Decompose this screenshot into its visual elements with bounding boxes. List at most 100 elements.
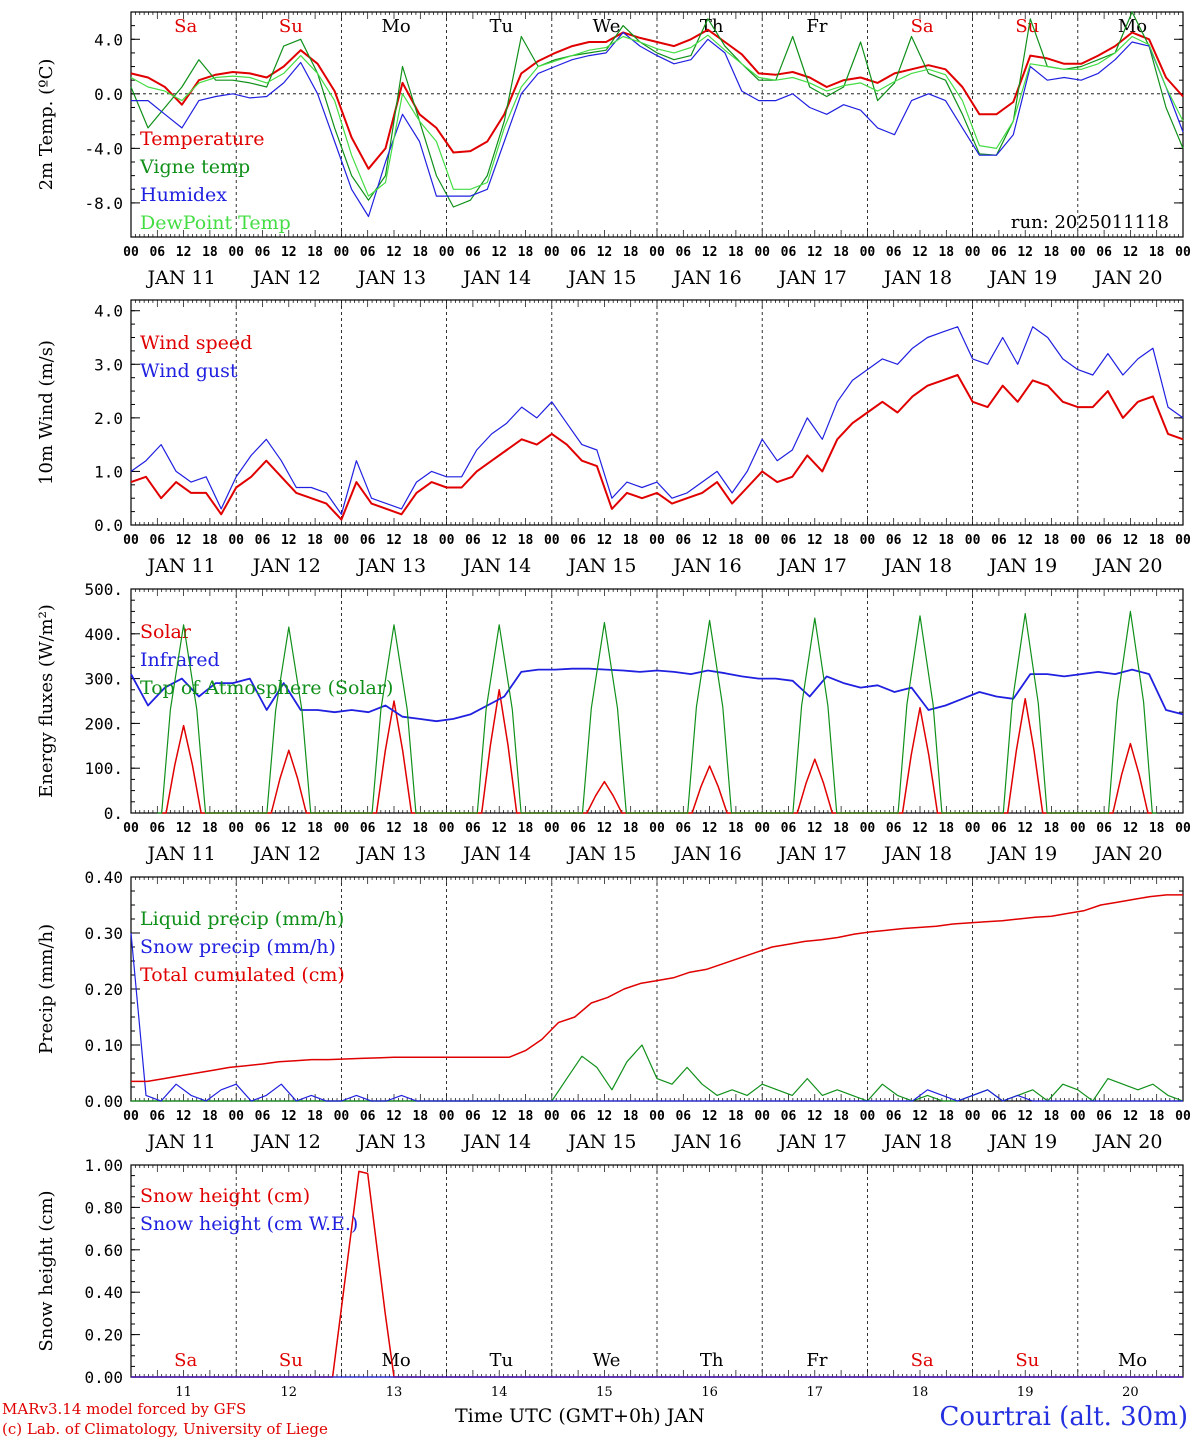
series-line-top-of-atmosphere-solar (157, 610, 1157, 814)
x-hour-label: 00 (1070, 821, 1086, 836)
series-line-temperature (130, 28, 1184, 170)
x-date-label: JAN 15 (566, 1131, 636, 1153)
x-date-label: JAN 17 (777, 843, 847, 865)
x-hour-label: 00 (754, 1109, 770, 1124)
x-hour-label: 06 (465, 1109, 481, 1124)
y-tick-label: 0.0 (94, 85, 123, 104)
x-date-label: JAN 13 (356, 555, 426, 577)
x-hour-label: 06 (465, 821, 481, 836)
day-name-label: Th (700, 16, 724, 37)
y-tick-label: 4.0 (94, 30, 123, 49)
y-tick-label: 400. (84, 625, 123, 644)
legend-entry: Snow precip (mm/h) (140, 936, 336, 958)
x-hour-label: 12 (386, 533, 402, 548)
x-hour-label: 00 (1070, 245, 1086, 260)
x-hour-label: 12 (1123, 1109, 1139, 1124)
x-hour-label: 12 (1017, 1109, 1033, 1124)
x-date-label: JAN 17 (777, 1131, 847, 1153)
x-hour-label: 12 (912, 1109, 928, 1124)
legend-entry: Infrared (140, 649, 220, 671)
x-date-label: JAN 15 (566, 843, 636, 865)
day-name-label: Tu (489, 16, 513, 37)
x-date-label: JAN 15 (566, 267, 636, 289)
x-hour-label: 06 (886, 245, 902, 260)
y-tick-label: 0.0 (94, 516, 123, 535)
plot-frame (130, 299, 1184, 526)
x-hour-label: 12 (176, 533, 192, 548)
x-date-label: JAN 18 (882, 843, 952, 865)
x-hour-label: 12 (807, 1109, 823, 1124)
x-day-number: 19 (1017, 1385, 1034, 1400)
day-name-label: Su (1015, 1350, 1039, 1371)
x-hour-label: 06 (675, 245, 691, 260)
series-line-total-cumulated-cm (131, 894, 1183, 1083)
x-hour-label: 12 (702, 533, 718, 548)
day-name-label: Mo (381, 1350, 410, 1371)
x-date-label: JAN 20 (1092, 267, 1162, 289)
x-day-number: 17 (807, 1385, 824, 1400)
x-hour-label: 00 (123, 1109, 139, 1124)
y-tick-label: 0.40 (84, 868, 123, 887)
x-hour-label: 06 (1096, 245, 1112, 260)
x-hour-label: 00 (649, 1109, 665, 1124)
y-tick-label: 1.00 (84, 1156, 123, 1175)
x-hour-label: 06 (570, 245, 586, 260)
model-credit-line1: MARv3.14 model forced by GFS (2, 1400, 247, 1418)
x-date-label: JAN 16 (672, 1131, 742, 1153)
y-tick-label: 0.40 (84, 1283, 123, 1302)
x-date-label: JAN 11 (146, 555, 216, 577)
x-hour-label: 06 (675, 821, 691, 836)
series-line-wind-speed (130, 374, 1184, 521)
x-hour-label: 12 (1017, 245, 1033, 260)
x-hour-label: 12 (281, 533, 297, 548)
legend-entry: Wind gust (140, 360, 238, 382)
x-date-label: JAN 20 (1092, 555, 1162, 577)
x-day-number: 18 (912, 1385, 929, 1400)
x-hour-label: 18 (307, 245, 323, 260)
series-line-wind-gust (130, 326, 1184, 515)
x-hour-label: 12 (912, 245, 928, 260)
x-hour-label: 12 (176, 1109, 192, 1124)
x-hour-label: 06 (149, 821, 165, 836)
x-date-label: JAN 12 (251, 1131, 321, 1153)
chart-panel-2: 0.0 1.0 2.0 3.0 4.0 10m Wind (m/s) 00 06 12 18 00 0… (36, 299, 1191, 577)
x-hour-label: 00 (860, 1109, 876, 1124)
day-name-label: Th (700, 1350, 724, 1371)
y-tick-label: 0.10 (84, 1036, 123, 1055)
x-hour-label: 00 (123, 533, 139, 548)
y-axis-label: Precip (mm/h) (36, 924, 57, 1054)
series-line-dewpoint-temp (130, 34, 1184, 197)
day-name-label: Sa (174, 1350, 197, 1371)
day-name-label: Su (279, 16, 303, 37)
y-tick-label: 2.0 (94, 409, 123, 428)
x-hour-label: 06 (570, 821, 586, 836)
legend-entry: Top of Atmosphere (Solar) (140, 677, 393, 699)
x-day-number: 16 (701, 1385, 718, 1400)
x-hour-label: 12 (597, 245, 613, 260)
x-hour-label: 00 (228, 1109, 244, 1124)
x-hour-label: 06 (149, 245, 165, 260)
x-hour-label: 18 (938, 245, 954, 260)
x-hour-label: 00 (228, 821, 244, 836)
x-hour-label: 06 (886, 533, 902, 548)
x-date-label: JAN 16 (672, 843, 742, 865)
x-hour-label: 18 (623, 1109, 639, 1124)
y-tick-label: 4.0 (94, 302, 123, 321)
legend-entry: Liquid precip (mm/h) (140, 908, 344, 930)
y-tick-label: 3.0 (94, 355, 123, 374)
y-tick-label: 1.0 (94, 462, 123, 481)
x-hour-label: 12 (1123, 821, 1139, 836)
x-hour-label: 12 (281, 1109, 297, 1124)
x-hour-label: 12 (807, 533, 823, 548)
x-hour-label: 12 (1123, 245, 1139, 260)
x-hour-label: 18 (202, 1109, 218, 1124)
x-hour-label: 18 (518, 533, 534, 548)
day-name-label: We (593, 1350, 621, 1371)
x-hour-label: 06 (1096, 1109, 1112, 1124)
x-hour-label: 06 (360, 533, 376, 548)
day-name-label: Su (279, 1350, 303, 1371)
y-tick-label: 200. (84, 714, 123, 733)
x-hour-label: 06 (781, 245, 797, 260)
x-hour-label: 06 (781, 821, 797, 836)
x-date-label: JAN 15 (566, 555, 636, 577)
